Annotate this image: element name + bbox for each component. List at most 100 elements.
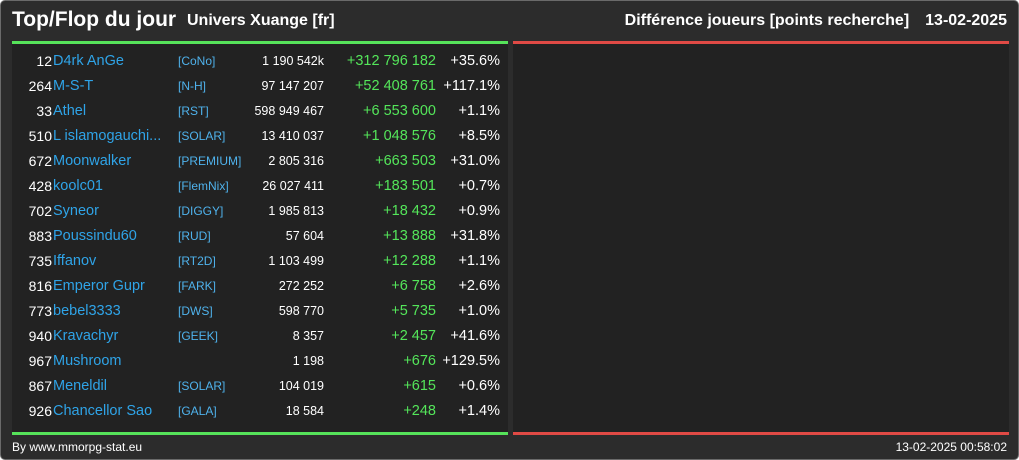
header-date: 13-02-2025 [925,12,1007,29]
alliance-tag[interactable]: [PREMIUM] [178,154,242,168]
player-name-link[interactable]: D4rk AnGe [53,53,124,69]
player-name-link[interactable]: Iffanov [53,253,97,269]
alliance-tag[interactable]: [DIGGY] [178,204,224,218]
points-difference: +6 553 600 [363,103,436,119]
percent-change: +1.1% [458,253,500,269]
table-row: 510 L islamogauchi... [SOLAR] 13 410 037 +1 … [12,124,508,149]
player-rank: 816 [28,278,52,294]
player-rank: 264 [28,78,52,94]
player-name-link[interactable]: M-S-T [53,78,94,94]
percent-change: +2.6% [458,278,500,294]
table-row: 12 D4rk AnGe [CoNo] 1 190 542k +312 796 182 +… [12,49,508,74]
alliance-tag[interactable]: [GALA] [178,404,217,418]
points-difference: +2 457 [391,328,436,344]
player-name-link[interactable]: Emperor Gupr [53,278,145,294]
alliance-tag[interactable]: [SOLAR] [178,379,226,393]
alliance-tag[interactable]: [FlemNix] [178,179,229,193]
points-difference: +52 408 761 [354,78,436,94]
alliance-tag[interactable]: [N-H] [178,79,206,93]
player-name-link[interactable]: Chancellor Sao [53,403,153,419]
player-rank: 428 [28,178,52,194]
percent-change: +129.5% [442,353,500,369]
header-right: Différence joueurs [points recherche] 13-… [625,12,1007,30]
player-rank: 702 [28,203,52,219]
points-difference: +663 503 [375,153,436,169]
player-points: 1 103 499 [268,254,324,268]
alliance-tag[interactable]: [SOLAR] [178,129,226,143]
player-points: 598 949 467 [254,104,324,118]
player-name-link[interactable]: Athel [53,103,87,119]
points-difference: +248 [403,403,436,419]
points-difference: +676 [403,353,436,369]
table-row: 883 Poussindu60 [RUD] 57 604 +13 888 +31.8% [12,224,508,249]
alliance-tag[interactable]: [DWS] [178,304,213,318]
player-rank: 672 [28,153,52,169]
player-points: 1 985 813 [268,204,324,218]
flop-panel [513,41,1009,435]
table-row: 926 Chancellor Sao [GALA] 18 584 +248 +1.4% [12,399,508,424]
alliance-tag[interactable]: [FARK] [178,279,217,293]
player-name-link[interactable]: Poussindu60 [53,228,137,244]
points-difference: +312 796 182 [346,53,436,69]
percent-change: +0.9% [458,203,500,219]
percent-change: +31.8% [450,228,500,244]
player-points: 2 805 316 [268,154,324,168]
player-rank: 940 [28,328,52,344]
percent-change: +1.4% [458,403,500,419]
percent-change: +0.6% [458,378,500,394]
footer-timestamp: 13-02-2025 00:58:02 [895,440,1007,454]
player-points: 13 410 037 [261,129,324,143]
player-rank: 967 [28,353,52,369]
universe-label: Univers Xuange [fr] [187,12,335,29]
percent-change: +31.0% [450,153,500,169]
player-rank: 867 [28,378,52,394]
player-name-link[interactable]: L islamogauchi... [53,128,162,144]
player-points: 97 147 207 [261,79,324,93]
percent-change: +117.1% [443,78,500,94]
player-points: 8 357 [292,329,324,343]
player-rank: 510 [28,128,52,144]
player-name-link[interactable]: Moonwalker [53,153,132,169]
alliance-tag[interactable]: [CoNo] [178,54,216,68]
page-title: Top/Flop du jour [12,8,177,31]
points-difference: +13 888 [383,228,436,244]
points-difference: +183 501 [375,178,436,194]
table-row: 967 Mushroom 1 198 +676 +129.5% [12,349,508,374]
footer-source: By www.mmorpg-stat.eu [12,440,143,454]
player-rank: 773 [28,303,52,319]
percent-change: +1.1% [458,103,500,119]
table-row: 816 Emperor Gupr [FARK] 272 252 +6 758 +2.6% [12,274,508,299]
table-row: 940 Kravachyr [GEEK] 8 357 +2 457 +41.6% [12,324,508,349]
points-difference: +615 [403,378,436,394]
alliance-tag[interactable]: [RST] [178,104,209,118]
percent-change: +0.7% [458,178,500,194]
percent-change: +1.0% [458,303,500,319]
player-points: 598 770 [278,304,324,318]
table-row: 735 Iffanov [RT2D] 1 103 499 +12 288 +1.1% [12,249,508,274]
points-difference: +5 735 [391,303,436,319]
player-name-link[interactable]: koolc01 [53,178,103,194]
player-points: 1 198 [292,354,324,368]
player-name-link[interactable]: Meneldil [53,378,107,394]
player-name-link[interactable]: bebel3333 [53,303,121,319]
player-rank: 735 [28,253,52,269]
table-row: 672 Moonwalker [PREMIUM] 2 805 316 +663 503 +… [12,149,508,174]
table-row: 773 bebel3333 [DWS] 598 770 +5 735 +1.0% [12,299,508,324]
player-name-link[interactable]: Kravachyr [53,328,119,344]
player-rank: 33 [36,103,52,119]
player-rank: 12 [36,53,52,69]
points-difference: +12 288 [383,253,436,269]
percent-change: +8.5% [458,128,500,144]
percent-change: +41.6% [450,328,500,344]
alliance-tag[interactable]: [RT2D] [178,254,216,268]
top-panel: 12 D4rk AnGe [CoNo] 1 190 542k +312 796 182 +… [12,41,508,435]
alliance-tag[interactable]: [GEEK] [178,329,219,343]
points-difference: +18 432 [383,203,436,219]
table-row: 428 koolc01 [FlemNix] 26 027 411 +183 501 +0.… [12,174,508,199]
player-name-link[interactable]: Syneor [53,203,99,219]
player-rank: 883 [28,228,52,244]
table-row: 702 Syneor [DIGGY] 1 985 813 +18 432 +0.9% [12,199,508,224]
points-difference: +1 048 576 [363,128,436,144]
alliance-tag[interactable]: [RUD] [178,229,211,243]
player-name-link[interactable]: Mushroom [53,353,122,369]
